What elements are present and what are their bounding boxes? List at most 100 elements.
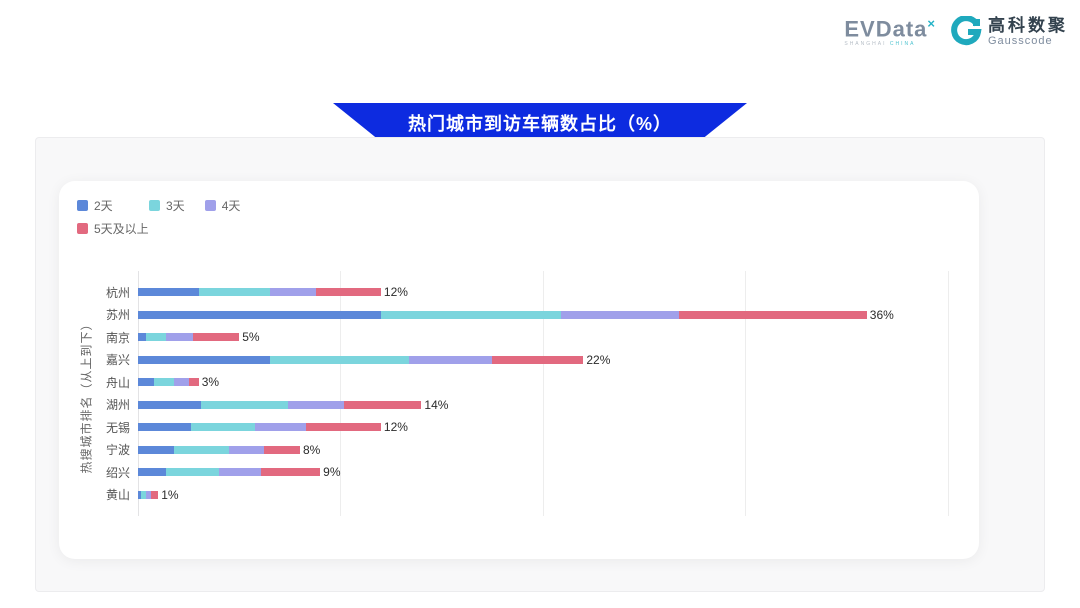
bar-segment-2天 (138, 333, 147, 342)
legend-label: 4天 (221, 199, 241, 213)
evdata-logo-text: EVData× (844, 15, 936, 42)
gausscode-cn-label: 高科数聚 (988, 15, 1068, 35)
chart-title-banner: 热门城市到访车辆数占比（%） (333, 103, 747, 143)
bar-segment-4天 (229, 445, 264, 454)
evdata-logo: EVData× SHANGHAI CHINA (844, 17, 936, 47)
bar-segment-5天及以上 (192, 333, 240, 342)
stacked-bar (138, 310, 867, 319)
bar-segment-3天 (198, 288, 270, 297)
bar-row-无锡: 无锡 12% (106, 416, 964, 439)
bar-segment-2天 (138, 378, 155, 387)
stacked-bar (138, 423, 381, 432)
category-label: 舟山 (105, 375, 130, 390)
bar-segment-5天及以上 (151, 490, 159, 499)
bar-segment-5天及以上 (492, 355, 584, 364)
bar-segment-5天及以上 (316, 288, 381, 297)
bar-row-嘉兴: 嘉兴 22% (106, 349, 964, 372)
y-axis-line (138, 271, 139, 516)
bar-row-南京: 南京 5% (106, 326, 964, 349)
chart-card: 2天 3天 4天 5天及以上 热搜城市排名（从上到下） 杭州 12% 苏州 36% 南京 5% 嘉… (59, 181, 979, 559)
bar-segment-3天 (154, 378, 175, 387)
legend-item-5天及以上[interactable]: 5天及以上 (77, 220, 149, 237)
bar-segment-4天 (269, 288, 317, 297)
bar-row-宁波: 宁波 8% (106, 439, 964, 462)
value-label: 14% (424, 397, 449, 412)
legend-swatch-icon (77, 200, 88, 211)
bar-segment-2天 (138, 288, 199, 297)
stacked-bar (138, 490, 159, 499)
bar-row-杭州: 杭州 12% (106, 281, 964, 304)
bar-row-湖州: 湖州 14% (106, 394, 964, 417)
bar-segment-4天 (255, 423, 307, 432)
value-label: 5% (242, 330, 260, 345)
bar-segment-3天 (200, 400, 288, 409)
value-label: 12% (383, 285, 408, 300)
gridline-20 (542, 271, 544, 516)
plot-area: 杭州 12% 苏州 36% 南京 5% 嘉兴 22% 舟山 3% 湖州 14% 无锡 12% 宁波 8% 绍兴 9… (106, 271, 964, 516)
bar-segment-4天 (218, 468, 262, 477)
bar-segment-2天 (138, 445, 175, 454)
stacked-bar (138, 378, 199, 387)
bar-segment-3天 (269, 355, 410, 364)
bar-segment-3天 (174, 445, 230, 454)
value-label: 1% (161, 487, 179, 502)
chart-legend: 2天 3天 4天 5天及以上 (77, 197, 307, 237)
value-label: 36% (869, 307, 894, 322)
category-label: 嘉兴 (105, 353, 130, 368)
value-label: 22% (586, 352, 611, 367)
bar-rows: 杭州 12% 苏州 36% 南京 5% 嘉兴 22% 舟山 3% 湖州 14% 无锡 12% 宁波 8% 绍兴 9… (106, 281, 964, 507)
bar-segment-4天 (409, 355, 493, 364)
category-label: 杭州 (105, 285, 130, 300)
stacked-bar (138, 288, 381, 297)
legend-item-3天[interactable]: 3天 (149, 197, 185, 214)
bar-segment-4天 (287, 400, 345, 409)
bar-segment-2天 (138, 400, 201, 409)
legend-label: 5天及以上 (94, 222, 149, 236)
bar-segment-4天 (166, 333, 193, 342)
legend-item-4天[interactable]: 4天 (204, 197, 241, 214)
category-label: 湖州 (105, 398, 130, 413)
gausscode-logo-icon (951, 16, 982, 46)
page-title: 热门城市到访车辆数占比（%） (407, 114, 672, 134)
bar-segment-2天 (138, 355, 270, 364)
evdata-logo-subtext: SHANGHAI CHINA (844, 41, 916, 48)
stacked-bar (138, 468, 321, 477)
bar-row-黄山: 黄山 1% (106, 484, 964, 507)
header-logos: EVData× SHANGHAI CHINA 高科数聚 Gausscode (844, 16, 1068, 48)
bar-segment-5天及以上 (261, 468, 321, 477)
bar-segment-4天 (174, 378, 189, 387)
gausscode-en-label: Gausscode (988, 35, 1053, 48)
stacked-bar (138, 400, 422, 409)
bar-segment-3天 (190, 423, 256, 432)
value-label: 9% (323, 465, 341, 480)
bar-row-舟山: 舟山 3% (106, 371, 964, 394)
value-label: 8% (302, 442, 321, 457)
gridline-30 (745, 271, 747, 516)
value-label: 12% (383, 420, 408, 435)
stacked-bar (138, 333, 240, 342)
bar-segment-2天 (138, 490, 142, 499)
bar-segment-4天 (561, 310, 679, 319)
bar-segment-5天及以上 (306, 423, 381, 432)
bar-segment-2天 (138, 310, 381, 319)
stacked-bar (138, 355, 584, 364)
bar-segment-3天 (146, 333, 167, 342)
category-label: 苏州 (105, 308, 130, 323)
value-label: 3% (201, 375, 220, 390)
legend-item-2天[interactable]: 2天 (77, 197, 149, 214)
bar-segment-3天 (166, 468, 219, 477)
bar-segment-3天 (380, 310, 562, 319)
bar-segment-5天及以上 (344, 400, 422, 409)
legend-swatch-icon (77, 223, 88, 234)
legend-label: 3天 (166, 199, 185, 213)
chart-panel: 2天 3天 4天 5天及以上 热搜城市排名（从上到下） 杭州 12% 苏州 36% 南京 5% 嘉… (35, 137, 1045, 592)
bar-segment-3天 (141, 490, 147, 499)
gridline-40 (947, 271, 949, 516)
legend-swatch-icon (149, 200, 160, 211)
legend-swatch-icon (204, 200, 216, 211)
category-label: 绍兴 (105, 465, 130, 480)
bar-segment-5天及以上 (678, 310, 867, 319)
bar-segment-4天 (146, 490, 152, 499)
legend-label: 2天 (94, 199, 113, 213)
bar-segment-5天及以上 (188, 378, 199, 387)
